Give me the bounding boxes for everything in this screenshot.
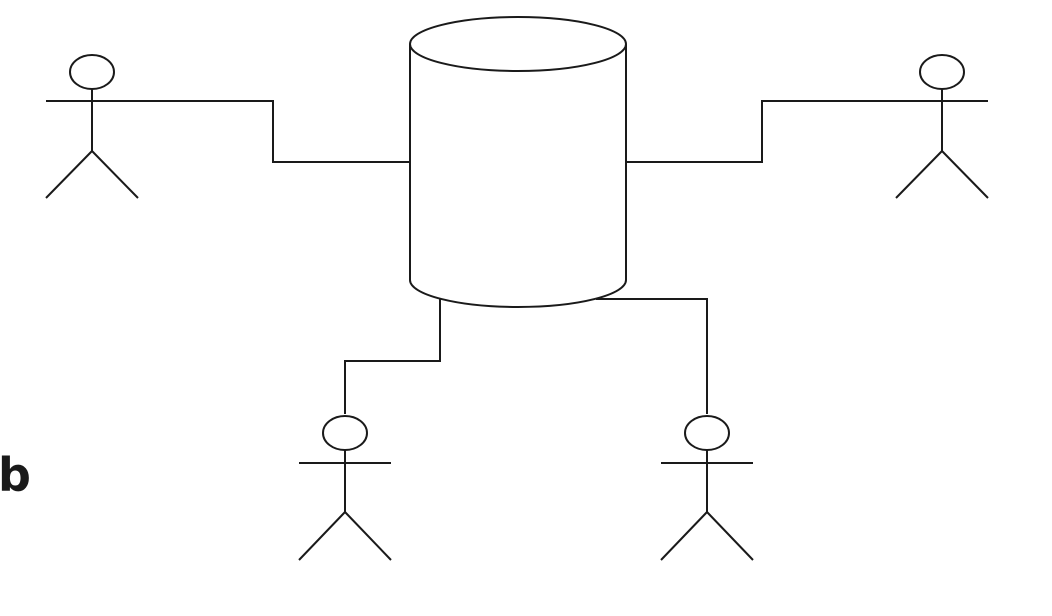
connector-bottom-left: [344, 298, 441, 414]
stick-figure-actor-icon: [298, 415, 392, 561]
connector-bottom-right: [596, 298, 708, 414]
stick-figure-actor-icon: [45, 54, 139, 199]
actor-bottom-right: [660, 415, 754, 561]
actor-top-left: [45, 54, 139, 199]
actor-top-right: [895, 54, 989, 199]
stick-figure-actor-icon: [660, 415, 754, 561]
panel-label: b: [0, 448, 31, 502]
connector-top-left: [92, 100, 410, 163]
connector-top-right: [626, 100, 942, 163]
stick-figure-actor-icon: [895, 54, 989, 199]
database-cylinder-icon: [409, 16, 627, 308]
actor-bottom-left: [298, 415, 392, 561]
